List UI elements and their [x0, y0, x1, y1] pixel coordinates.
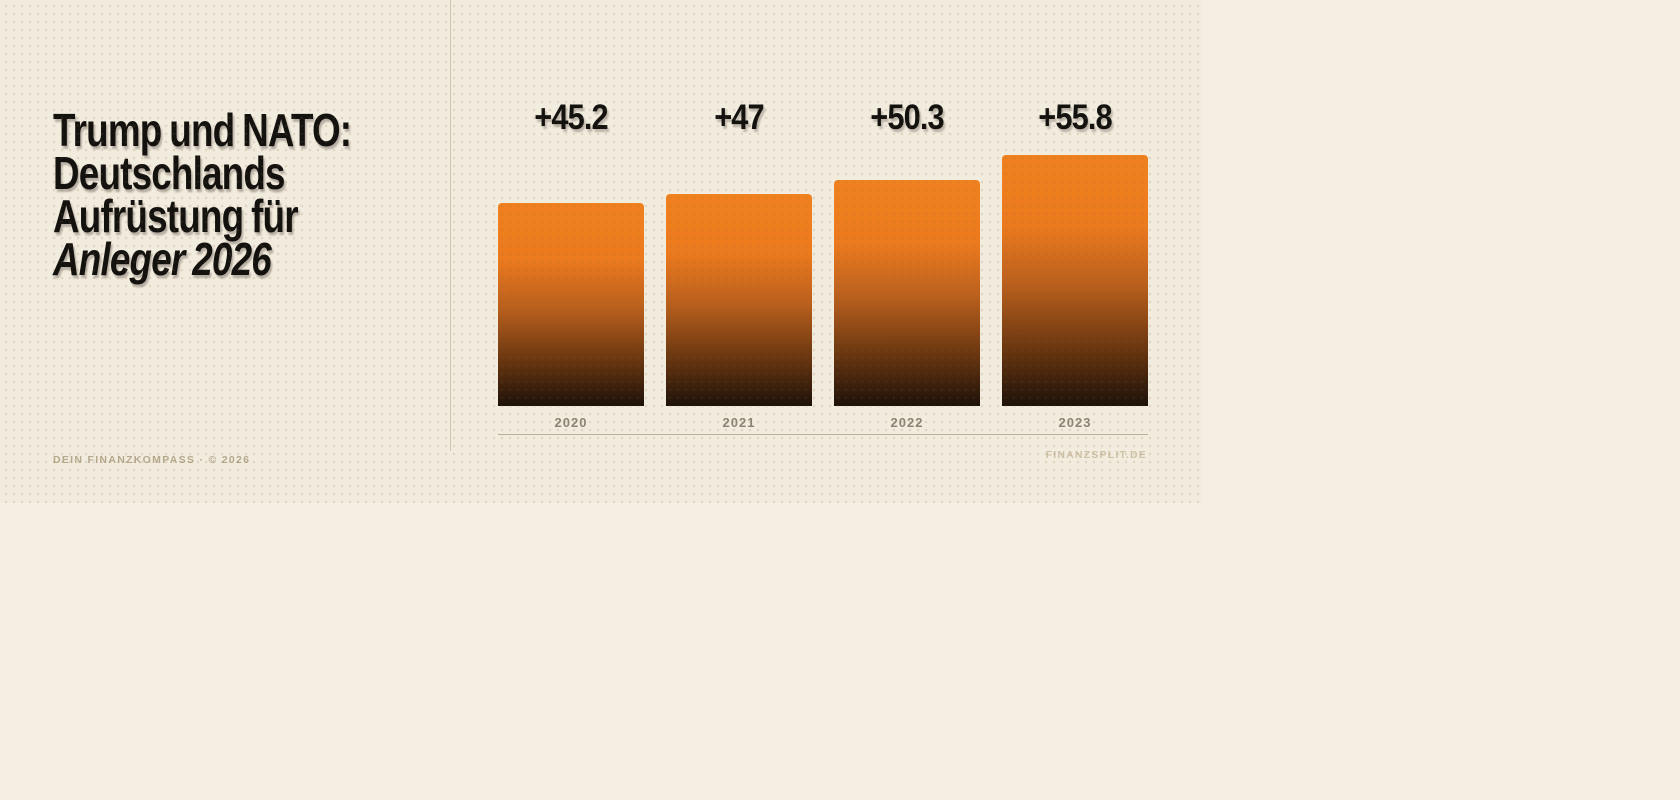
- bar: [834, 180, 980, 406]
- bar: [666, 194, 812, 406]
- bar: [1002, 155, 1148, 406]
- bar-category-label: 2020: [554, 415, 588, 430]
- page-title: Trump und NATO: Deutschlands Aufrüstung …: [53, 107, 352, 282]
- footer-credit-right: FINANZSPLIT.DE: [1045, 449, 1147, 461]
- bar-category-label: 2022: [890, 415, 924, 430]
- bar-value-label: +47: [714, 98, 764, 137]
- title-line-1: Trump und NATO:: [53, 104, 352, 156]
- vertical-divider: [450, 0, 451, 451]
- infographic-card: Trump und NATO: Deutschlands Aufrüstung …: [0, 0, 1202, 503]
- title-line-2: Deutschlands: [53, 147, 286, 199]
- x-axis-line: [498, 434, 1148, 435]
- bar-value-label: +50.3: [870, 98, 944, 137]
- bar: [498, 203, 644, 406]
- footer-credit-left: DEIN FINANZKOMPASS · © 2026: [53, 454, 251, 466]
- bar-category-label: 2023: [1058, 415, 1092, 430]
- bar-value-label: +45.2: [534, 98, 608, 137]
- title-line-italic: Anleger 2026: [53, 233, 272, 285]
- title-line-3: Aufrüstung für: [53, 190, 299, 242]
- bar-category-label: 2021: [722, 415, 756, 430]
- bar-value-label: +55.8: [1038, 98, 1112, 137]
